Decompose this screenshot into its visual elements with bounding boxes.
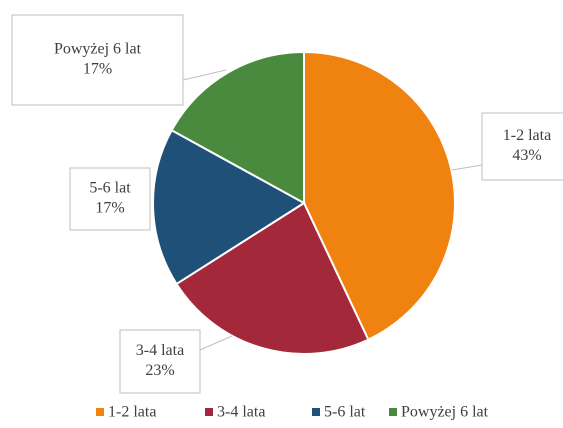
label-name: 5-6 lat [89, 180, 131, 197]
legend-marker [312, 408, 320, 416]
legend-marker [205, 408, 213, 416]
label-value: 23% [145, 362, 174, 379]
legend-label: Powyżej 6 lat [401, 404, 489, 421]
label-box [481, 112, 563, 181]
legend-marker [389, 408, 397, 416]
legend-marker [96, 408, 104, 416]
label-box [119, 329, 201, 394]
label-value: 17% [95, 200, 124, 217]
label-value: 17% [83, 61, 112, 78]
leader-line [182, 69, 227, 81]
label-box [69, 167, 151, 231]
legend-label: 1-2 lata [108, 404, 156, 421]
leader-line [199, 335, 233, 351]
label-box [11, 14, 184, 106]
label-name: 3-4 lata [136, 342, 184, 359]
pie-slice [303, 50, 456, 341]
pie-slice [152, 128, 306, 286]
pie-slice [175, 201, 370, 355]
label-name: 1-2 lata [503, 127, 551, 144]
legend-label: 3-4 lata [217, 404, 265, 421]
legend-label: 5-6 lat [324, 404, 366, 421]
leader-line [451, 164, 483, 171]
pie-slice [170, 50, 305, 205]
label-value: 43% [512, 147, 541, 164]
label-name: Powyżej 6 lat [54, 41, 142, 58]
